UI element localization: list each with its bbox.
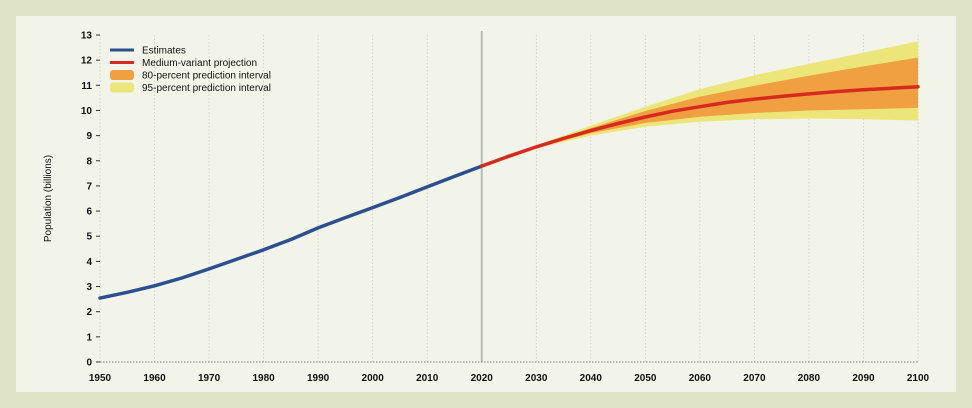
- x-tick-label: 2090: [852, 373, 875, 384]
- legend-label: 95-percent prediction interval: [142, 83, 271, 94]
- x-tick-label: 2080: [798, 373, 821, 384]
- chart-panel: 1950 1960 1970 1980 1990 2000 2010 2020 2030 2040…: [16, 16, 956, 392]
- legend-swatch: [110, 70, 134, 80]
- x-tick-label: 1960: [143, 373, 166, 384]
- y-tick-label: 0: [86, 358, 92, 369]
- y-tick-label: 6: [86, 207, 92, 218]
- y-tick-label: 7: [86, 181, 92, 192]
- y-tick-label: 12: [81, 56, 93, 67]
- y-tick-label: 9: [86, 131, 92, 142]
- axes: 1950 1960 1970 1980 1990 2000 2010 2020 2030 2040…: [43, 31, 930, 385]
- y-tick-label: 4: [86, 257, 92, 268]
- x-tick-label: 2100: [907, 373, 930, 384]
- x-tick-label: 1970: [198, 373, 221, 384]
- series-line: [479, 85, 920, 168]
- x-tick-label: 2070: [743, 373, 766, 384]
- y-axis-title: Population (billions): [43, 155, 54, 242]
- y-tick-label: 5: [86, 232, 92, 243]
- legend-label: Medium-variant projection: [142, 58, 257, 69]
- x-tick-label: 1980: [252, 373, 275, 384]
- population-chart: 1950 1960 1970 1980 1990 2000 2010 2020 2030 2040…: [43, 31, 930, 385]
- y-tick-label: 8: [86, 156, 92, 167]
- x-tick-label: 2020: [471, 373, 494, 384]
- x-tick-label: 2040: [580, 373, 603, 384]
- legend-label: Estimates: [142, 46, 186, 57]
- x-tick-label: 1990: [307, 373, 330, 384]
- y-tick-label: 2: [86, 307, 92, 318]
- y-tick-label: 11: [81, 81, 92, 92]
- y-tick-label: 13: [81, 31, 93, 42]
- series-line: [98, 164, 484, 300]
- legend-swatch: [110, 82, 134, 93]
- prediction-intervals: [481, 41, 918, 167]
- x-tick-label: 2030: [525, 373, 548, 384]
- y-tick-label: 10: [81, 106, 93, 117]
- interval-band: [481, 57, 918, 167]
- x-tick-label: 2000: [362, 373, 385, 384]
- series-lines: [98, 85, 920, 300]
- x-tick-label: 2010: [416, 373, 439, 384]
- x-tick-label: 1950: [89, 373, 112, 384]
- x-tick-label: 2060: [689, 373, 712, 384]
- legend-label: 80-percent prediction interval: [142, 71, 271, 82]
- y-tick-label: 3: [86, 282, 92, 293]
- x-tick-label: 2050: [634, 373, 657, 384]
- y-tick-label: 1: [86, 332, 92, 343]
